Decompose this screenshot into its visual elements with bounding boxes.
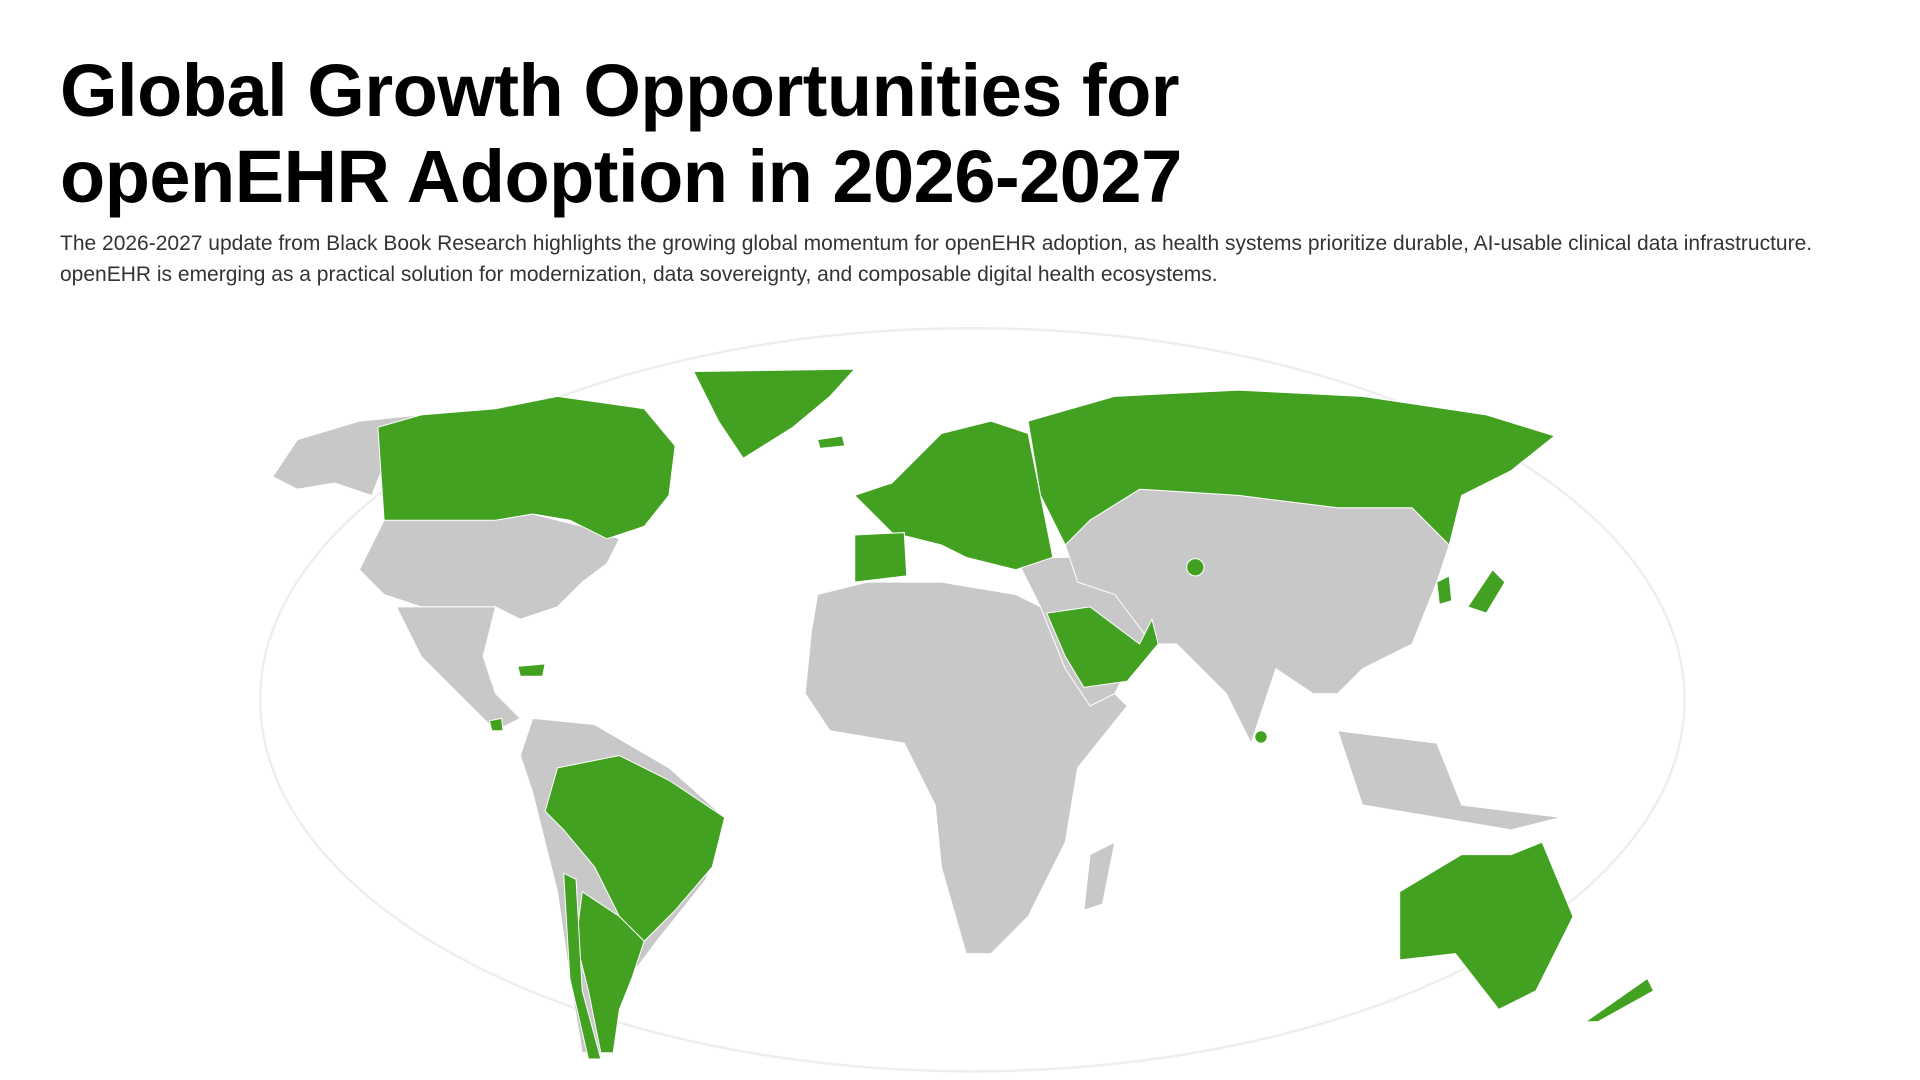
region-australia xyxy=(1399,841,1574,1011)
region-canada xyxy=(377,395,676,540)
page-description: The 2026-2027 update from Black Book Res… xyxy=(60,232,1813,286)
region-caribbean xyxy=(517,663,546,677)
region-chile xyxy=(563,872,602,1060)
region-russia xyxy=(1027,389,1556,546)
region-kyrgyzstan xyxy=(1186,558,1205,577)
region-japan xyxy=(1467,568,1506,614)
region-argentina xyxy=(575,890,645,1054)
globe-outline xyxy=(258,326,1686,1073)
region-south-korea xyxy=(1436,575,1453,606)
region-saudi-arabia xyxy=(1045,606,1159,688)
region-africa xyxy=(804,581,1128,955)
region-central-america xyxy=(395,606,522,732)
region-costa-rica xyxy=(488,717,504,732)
region-brazil xyxy=(544,754,726,942)
region-spain xyxy=(854,532,908,583)
page-title: Global Growth Opportunities for openEHR … xyxy=(60,49,1182,218)
region-iceland xyxy=(816,435,846,449)
region-new-zealand xyxy=(1583,977,1655,1023)
region-united-states xyxy=(358,513,621,620)
region-madagascar xyxy=(1083,841,1116,912)
region-sri-lanka xyxy=(1254,730,1268,744)
region-greenland xyxy=(692,368,856,459)
region-southeast-asia-islands xyxy=(1337,730,1561,831)
